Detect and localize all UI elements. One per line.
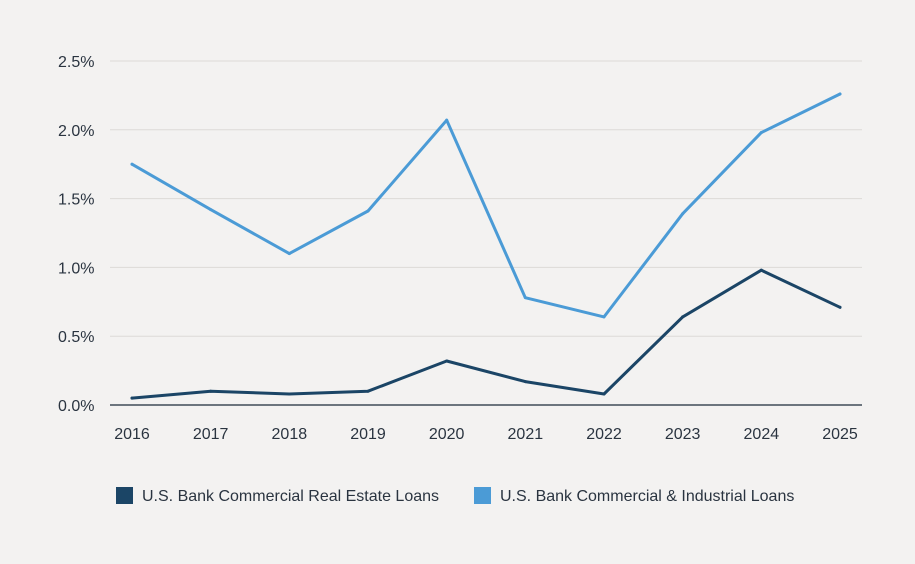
y-tick-label: 0.0% (58, 398, 94, 415)
data-point (445, 118, 449, 122)
y-tick-label: 2.5% (58, 54, 94, 71)
x-tick-label: 2017 (193, 426, 229, 443)
series-lines (130, 92, 842, 400)
y-tick-label: 0.5% (58, 329, 94, 346)
data-point (366, 209, 370, 213)
series-line-1 (130, 268, 842, 400)
x-tick-label: 2018 (272, 426, 308, 443)
y-axis-tick-labels: 0.0% 0.5% 1.0% 1.5% 2.0% 2.5% (58, 54, 94, 415)
legend-swatch (474, 487, 491, 504)
data-point (366, 389, 370, 393)
legend: U.S. Bank Commercial Real Estate Loans U.… (116, 487, 794, 505)
x-tick-label: 2020 (429, 426, 465, 443)
x-tick-label: 2016 (114, 426, 150, 443)
data-point (209, 389, 213, 393)
data-point (602, 315, 606, 319)
grid-lines (110, 60, 862, 337)
legend-swatch (116, 487, 133, 504)
data-point (287, 392, 291, 396)
y-tick-label: 1.0% (58, 260, 94, 277)
data-point (130, 162, 134, 166)
data-point (681, 212, 685, 216)
y-tick-label: 2.0% (58, 123, 94, 140)
x-tick-label: 2019 (350, 426, 386, 443)
data-point (209, 208, 213, 212)
data-point (130, 396, 134, 400)
legend-label: U.S. Bank Commercial & Industrial Loans (500, 488, 794, 505)
data-point (287, 252, 291, 256)
x-axis-tick-labels: 2016 2017 2018 2019 2020 2021 2022 2023 2024 2025 (114, 426, 858, 443)
data-point (759, 131, 763, 135)
x-tick-label: 2025 (822, 426, 858, 443)
data-point (523, 380, 527, 384)
series-line-2 (130, 92, 842, 319)
x-tick-label: 2023 (665, 426, 701, 443)
data-point (523, 296, 527, 300)
x-tick-label: 2022 (586, 426, 622, 443)
data-point (602, 392, 606, 396)
data-point (838, 305, 842, 309)
x-tick-label: 2024 (744, 426, 780, 443)
data-point (759, 268, 763, 272)
x-tick-label: 2021 (508, 426, 544, 443)
legend-label: U.S. Bank Commercial Real Estate Loans (142, 488, 439, 505)
y-tick-label: 1.5% (58, 192, 94, 209)
data-point (838, 92, 842, 96)
data-point (681, 315, 685, 319)
data-point (445, 359, 449, 363)
